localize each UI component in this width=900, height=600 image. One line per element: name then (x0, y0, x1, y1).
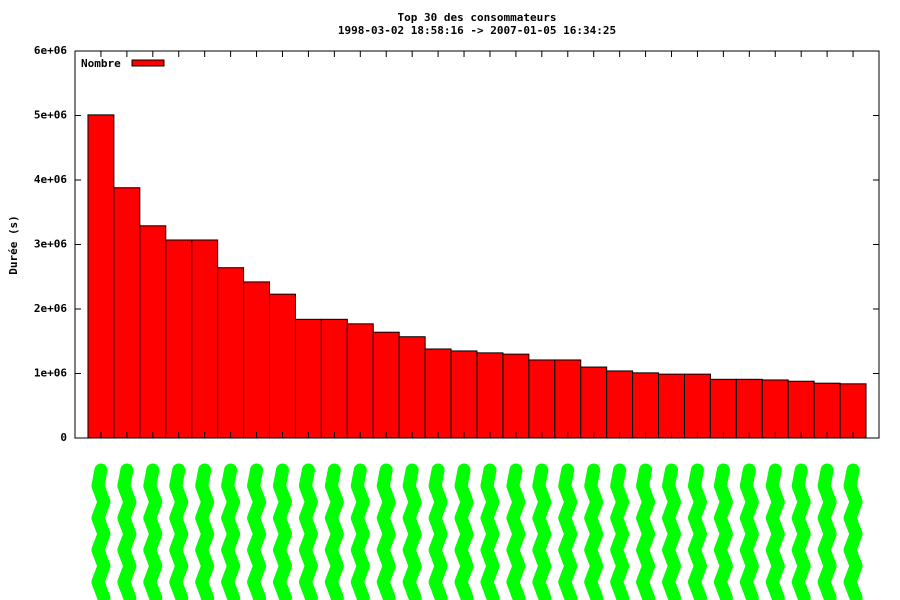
scribble (402, 463, 422, 600)
scribble (636, 463, 656, 600)
y-tick-label: 6e+06 (34, 44, 67, 57)
bar (580, 366, 608, 439)
bar (554, 359, 582, 439)
scribble (817, 463, 837, 600)
scribble (169, 463, 189, 600)
bar (787, 380, 815, 439)
scribble (324, 463, 344, 600)
scribble (791, 463, 811, 600)
y-tick-label: 2e+06 (34, 302, 67, 315)
scribble (662, 463, 682, 600)
bar (528, 359, 556, 439)
scribble (713, 463, 733, 600)
bar (502, 353, 530, 439)
scribble (687, 463, 707, 600)
scribble (298, 463, 318, 600)
bar (87, 114, 115, 439)
y-tick-label: 3e+06 (34, 238, 67, 251)
bar (372, 331, 400, 439)
bar (761, 379, 789, 439)
y-tick-label: 5e+06 (34, 109, 67, 122)
bar (269, 293, 296, 439)
bar (424, 348, 452, 439)
y-tick-label: 4e+06 (34, 173, 67, 186)
bar (243, 281, 271, 439)
bar (191, 239, 219, 439)
bar (813, 382, 841, 439)
legend-swatch (131, 59, 165, 67)
scribble (584, 463, 604, 600)
bar (320, 318, 348, 439)
bar (398, 336, 426, 439)
scribble (143, 463, 163, 600)
scribble (480, 463, 500, 600)
chart-title: Top 30 des consommateurs (398, 11, 557, 24)
bar (839, 383, 867, 439)
scribble (272, 463, 292, 600)
scribble (117, 463, 137, 600)
bar (683, 373, 711, 439)
scribble (739, 463, 759, 600)
scribble (610, 463, 630, 600)
scribble (91, 463, 111, 600)
scribble (843, 463, 863, 600)
bar (294, 318, 322, 439)
bar (450, 350, 478, 439)
legend-label: Nombre (81, 57, 121, 70)
scribble (376, 463, 396, 600)
scribble (506, 463, 526, 600)
plot-frame (74, 50, 880, 439)
scribble (221, 463, 241, 600)
bar (165, 239, 193, 439)
scribble (247, 463, 267, 600)
y-tick-label: 1e+06 (34, 367, 67, 380)
scribble (350, 463, 370, 600)
bar (632, 372, 660, 439)
scribble (532, 463, 552, 600)
scribble (428, 463, 448, 600)
bar (658, 373, 685, 439)
scribble (454, 463, 474, 600)
bar (346, 323, 374, 439)
scribble (558, 463, 578, 600)
chart-subtitle: 1998-03-02 18:58:16 -> 2007-01-05 16:34:… (338, 24, 616, 37)
scribble (195, 463, 215, 600)
y-axis-label: Durée (s) (7, 215, 20, 275)
bar (735, 378, 763, 439)
bar (709, 378, 737, 439)
bar (476, 352, 504, 439)
scribble (765, 463, 785, 600)
bar (217, 267, 245, 439)
y-tick-label: 0 (60, 431, 67, 444)
bar (113, 187, 141, 439)
bar (139, 225, 167, 439)
bar (606, 370, 634, 439)
